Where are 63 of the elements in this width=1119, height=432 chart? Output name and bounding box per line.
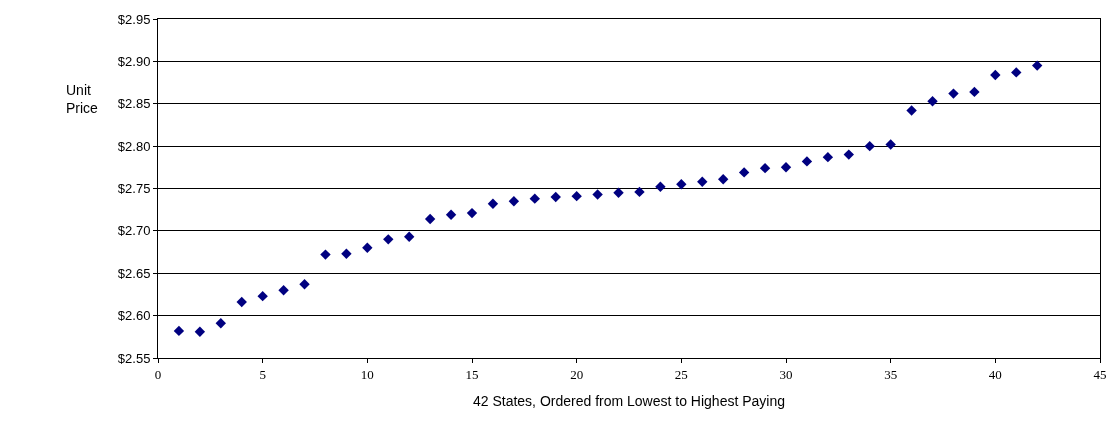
x-tick-label: 0	[154, 366, 162, 382]
y-tick-label: $2.70	[117, 223, 151, 239]
y-tick-label: $2.85	[117, 96, 151, 112]
x-tick-label: 5	[259, 366, 266, 382]
point	[299, 279, 310, 290]
point	[278, 285, 289, 296]
x-tick-label: 40	[988, 366, 1002, 382]
x-tick-label: 25	[674, 366, 688, 382]
y-axis-title: Unit Price	[66, 82, 99, 117]
point	[529, 193, 540, 204]
point	[718, 173, 729, 185]
point	[927, 96, 938, 107]
point	[592, 189, 603, 200]
y-tick-label: $2.95	[117, 11, 151, 27]
point	[550, 191, 561, 203]
point	[759, 162, 771, 174]
point	[780, 162, 792, 173]
x-tick-label: 15	[465, 366, 479, 382]
point	[257, 290, 268, 302]
point	[906, 105, 917, 116]
point	[885, 139, 896, 150]
point	[969, 86, 980, 98]
y-tick-label: $2.60	[117, 308, 151, 324]
point	[466, 207, 478, 219]
point	[634, 186, 645, 198]
point	[990, 69, 1001, 81]
point	[445, 209, 457, 220]
point	[194, 326, 206, 337]
y-tick-label: $2.55	[117, 350, 151, 366]
point	[424, 213, 436, 225]
x-tick-label: 10	[360, 366, 374, 382]
point	[1032, 60, 1043, 71]
x-tick-label: 45	[1093, 366, 1107, 382]
x-tick-label: 20	[570, 366, 584, 382]
point	[215, 318, 226, 329]
point	[613, 187, 624, 198]
point	[320, 249, 331, 260]
point	[948, 88, 959, 99]
point	[383, 234, 394, 245]
point	[738, 167, 750, 178]
point	[571, 190, 582, 202]
x-tick-label: 30	[779, 366, 793, 382]
point	[697, 176, 708, 187]
point	[655, 181, 666, 193]
point	[676, 179, 687, 190]
point	[236, 296, 247, 308]
y-tick-label: $2.80	[117, 138, 151, 154]
point	[341, 248, 352, 259]
y-tick-label: $2.90	[117, 53, 151, 69]
x-axis-title: 42 States, Ordered from Lowest to Highest Paying	[472, 392, 786, 409]
point	[801, 156, 813, 167]
point	[822, 151, 834, 163]
y-tick-label: $2.65	[117, 265, 151, 281]
point	[362, 242, 373, 254]
point	[843, 149, 854, 160]
x-tick-label: 35	[884, 366, 898, 382]
point	[508, 196, 520, 207]
point	[1011, 67, 1022, 78]
point	[173, 325, 185, 337]
point	[864, 140, 875, 152]
point	[487, 198, 499, 209]
point	[404, 231, 415, 243]
y-tick-label: $2.75	[117, 181, 151, 197]
